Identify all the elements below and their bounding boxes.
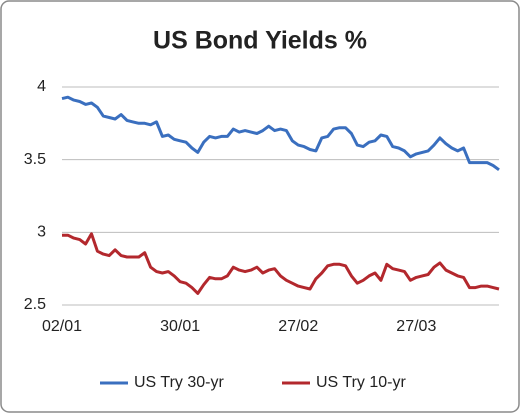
y-tick-label: 2.5 (24, 296, 46, 313)
chart-title: US Bond Yields % (153, 27, 367, 55)
y-tick-label: 3.5 (24, 151, 46, 168)
y-tick-label: 4 (37, 78, 46, 95)
legend-label: US Try 10-yr (316, 374, 406, 391)
x-tick-label: 27/03 (396, 318, 436, 335)
x-tick-label: 27/02 (278, 318, 318, 335)
y-tick-label: 3 (37, 224, 46, 241)
x-tick-label: 02/01 (42, 318, 82, 335)
series-line (61, 95, 500, 172)
x-tick-label: 30/01 (160, 318, 200, 335)
legend-label: US Try 30-yr (134, 374, 224, 391)
series-line (62, 232, 500, 295)
